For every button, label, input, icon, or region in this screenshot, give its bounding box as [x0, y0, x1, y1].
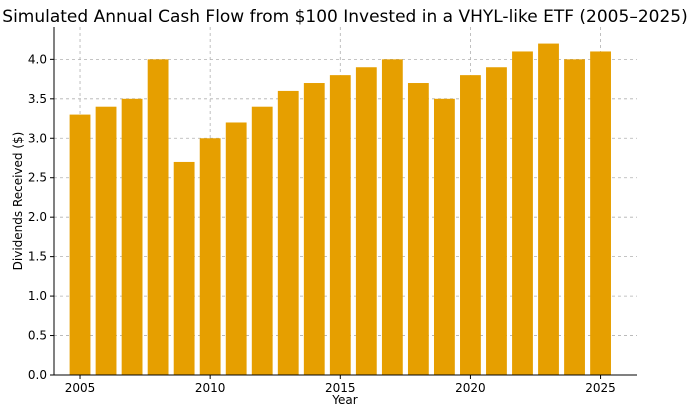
chart-title: Simulated Annual Cash Flow from $100 Inv…	[2, 7, 687, 27]
bar-2014	[303, 83, 325, 375]
y-tick-label: 1.5	[28, 250, 47, 264]
y-tick-label: 3.0	[28, 131, 47, 145]
bar-2011	[225, 122, 247, 375]
x-tick-label: 2015	[325, 381, 356, 395]
y-tick-label: 0.5	[28, 329, 47, 343]
bar-2008	[147, 59, 169, 376]
bar-2007	[121, 98, 143, 376]
axes	[53, 27, 637, 376]
bar-2013	[277, 90, 299, 375]
y-tick-label: 2.5	[28, 171, 47, 185]
x-tick-label: 2010	[195, 381, 226, 395]
bar-2006	[95, 106, 117, 375]
x-tick-label: 2020	[455, 381, 486, 395]
x-tick-label: 2025	[585, 381, 616, 395]
bar-2019	[433, 98, 455, 376]
bar-2018	[407, 83, 429, 375]
bar-2012	[251, 106, 273, 375]
bar-2024	[564, 59, 585, 376]
y-tick-label: 1.0	[28, 289, 47, 303]
ticks: 2005 2010 2015 2020 2025 0.0 0.5 1.0 1.5 2.0 2.5 3.…	[28, 52, 616, 395]
y-tick-label: 3.5	[28, 92, 47, 106]
bar-2025	[590, 51, 611, 375]
bar-2005	[69, 114, 91, 376]
bar-2017	[381, 59, 403, 376]
x-tick-label: 2005	[65, 381, 96, 395]
bar-2021	[486, 67, 507, 375]
bar-2016	[355, 67, 377, 375]
y-tick-label: 0.0	[28, 368, 47, 382]
bar-2010	[199, 138, 221, 375]
bar-2023	[538, 43, 559, 375]
bars	[69, 43, 611, 376]
bar-2020	[460, 75, 481, 376]
y-axis-label: Dividends Received ($)	[11, 132, 25, 271]
bar-2022	[512, 51, 533, 375]
x-axis-label: Year	[331, 393, 357, 407]
bar-2015	[329, 75, 351, 376]
y-tick-label: 4.0	[28, 52, 47, 66]
bar-2009	[173, 161, 195, 375]
y-tick-label: 2.0	[28, 210, 47, 224]
